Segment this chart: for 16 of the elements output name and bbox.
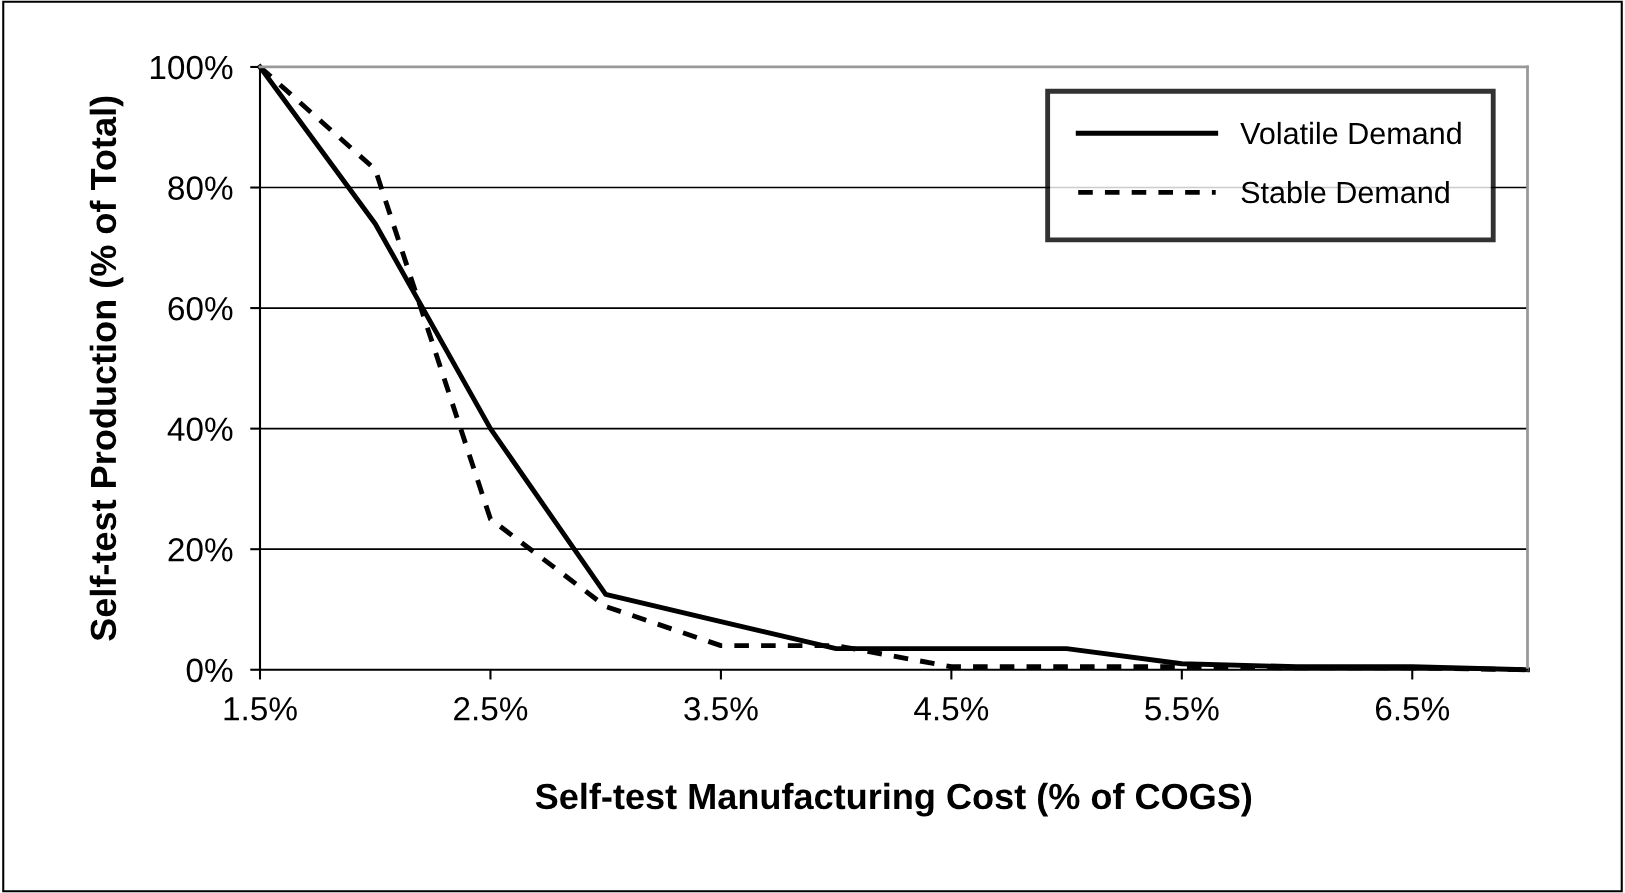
y-tick-label: 20%	[168, 538, 233, 562]
x-tick-label: 6.5%	[1375, 697, 1450, 721]
legend-label: Volatile Demand	[1240, 121, 1461, 145]
y-tick-label: 40%	[167, 417, 233, 442]
y-tick-label: 0%	[186, 658, 233, 683]
x-tick-label: 2.5%	[454, 697, 528, 721]
x-tick-label: 5.5%	[1145, 697, 1219, 721]
x-tick-label: 1.5%	[224, 697, 297, 721]
y-axis-title: Self-test Production (% of Total)	[89, 96, 124, 641]
x-axis-title: Self-test Manufacturing Cost (% of COGS)	[535, 782, 1252, 817]
y-tick-label: 100%	[150, 55, 233, 80]
y-tick-label: 80%	[168, 176, 233, 200]
x-tick-label: 4.5%	[914, 697, 989, 721]
legend-label: Stable Demand	[1241, 180, 1449, 204]
y-tick-label: 60%	[168, 296, 233, 321]
x-tick-label: 3.5%	[684, 697, 758, 721]
